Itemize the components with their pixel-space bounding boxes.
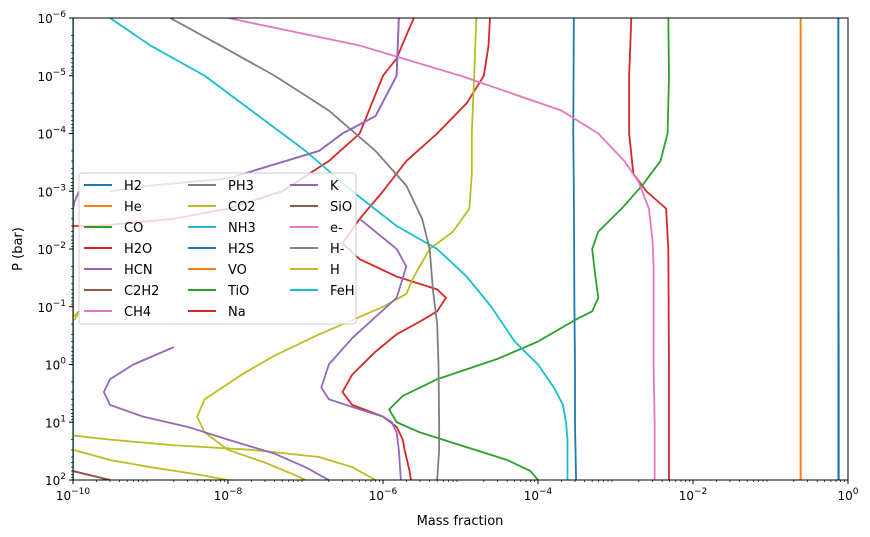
y-tick-label: 10−6: [37, 10, 66, 26]
series-line-25: [388, 18, 670, 480]
x-tick-label: 10−10: [56, 487, 91, 503]
y-axis-title: P (bar): [11, 227, 26, 271]
legend-label: C2H2: [124, 284, 159, 299]
series-line-34: [320, 218, 408, 480]
x-tick-label: 10−4: [524, 487, 553, 503]
ticks-layer: 10−10 10−8 10−6 10−4 10−2 100 10−6 10−5 10−4 10−3…: [37, 10, 858, 503]
y-tick-label: 10−2: [37, 241, 66, 257]
legend-label: PH3: [228, 179, 254, 194]
series-line-23: [341, 18, 491, 480]
y-tick-label: 10−3: [37, 183, 66, 199]
y-tick-label: 10−1: [37, 299, 66, 315]
series-line-28: [73, 434, 376, 480]
legend-label: FeH: [330, 284, 355, 299]
legend-label: CH4: [124, 305, 151, 320]
legend-label: NH3: [228, 221, 256, 236]
x-tick-label: 10−6: [369, 487, 398, 503]
series-line-36: [73, 470, 111, 480]
series-line-4: [73, 190, 80, 209]
series-line-10: [572, 18, 577, 480]
series-line-27: [73, 448, 229, 480]
y-tick-label: 102: [45, 472, 66, 488]
x-tick-label: 10−2: [679, 487, 708, 503]
legend-label: CO: [124, 221, 143, 236]
series-line-8: [73, 310, 81, 321]
legend: H2 He CO H2O HCN C2H2 CH4 PH3 CO2 NH3 H2S VO TiO Na KS…: [78, 172, 357, 325]
series-layer: [73, 18, 840, 480]
series-line-29: [109, 18, 569, 480]
legend-label: H: [330, 263, 340, 278]
x-axis-title: Mass fraction: [417, 514, 504, 529]
x-tick-label: 10−8: [214, 487, 243, 503]
legend-label: H2: [124, 179, 142, 194]
series-line-35: [102, 346, 330, 480]
y-tick-label: 10−4: [37, 126, 66, 142]
series-line-24: [628, 18, 670, 480]
y-tick-label: 10−5: [37, 68, 66, 84]
legend-label: He: [124, 200, 142, 215]
y-tick-label: 100: [45, 357, 66, 373]
legend-label: K: [330, 179, 339, 194]
series-line-32: [227, 18, 656, 480]
legend-label: H2O: [124, 242, 152, 257]
legend-label: e-: [330, 221, 343, 236]
legend-label: H2S: [228, 242, 254, 257]
legend-label: SiO: [330, 200, 352, 215]
series-line-26: [196, 18, 478, 480]
legend-label: VO: [228, 263, 247, 278]
legend-label: HCN: [124, 263, 153, 278]
legend-label: TiO: [227, 284, 249, 299]
series-line-30: [169, 18, 441, 480]
x-tick-label: 100: [837, 487, 858, 503]
legend-label: Na: [228, 305, 246, 320]
legend-box: [78, 172, 357, 325]
y-tick-label: 101: [45, 414, 66, 430]
legend-label: CO2: [228, 200, 256, 215]
legend-label: H-: [330, 242, 345, 257]
